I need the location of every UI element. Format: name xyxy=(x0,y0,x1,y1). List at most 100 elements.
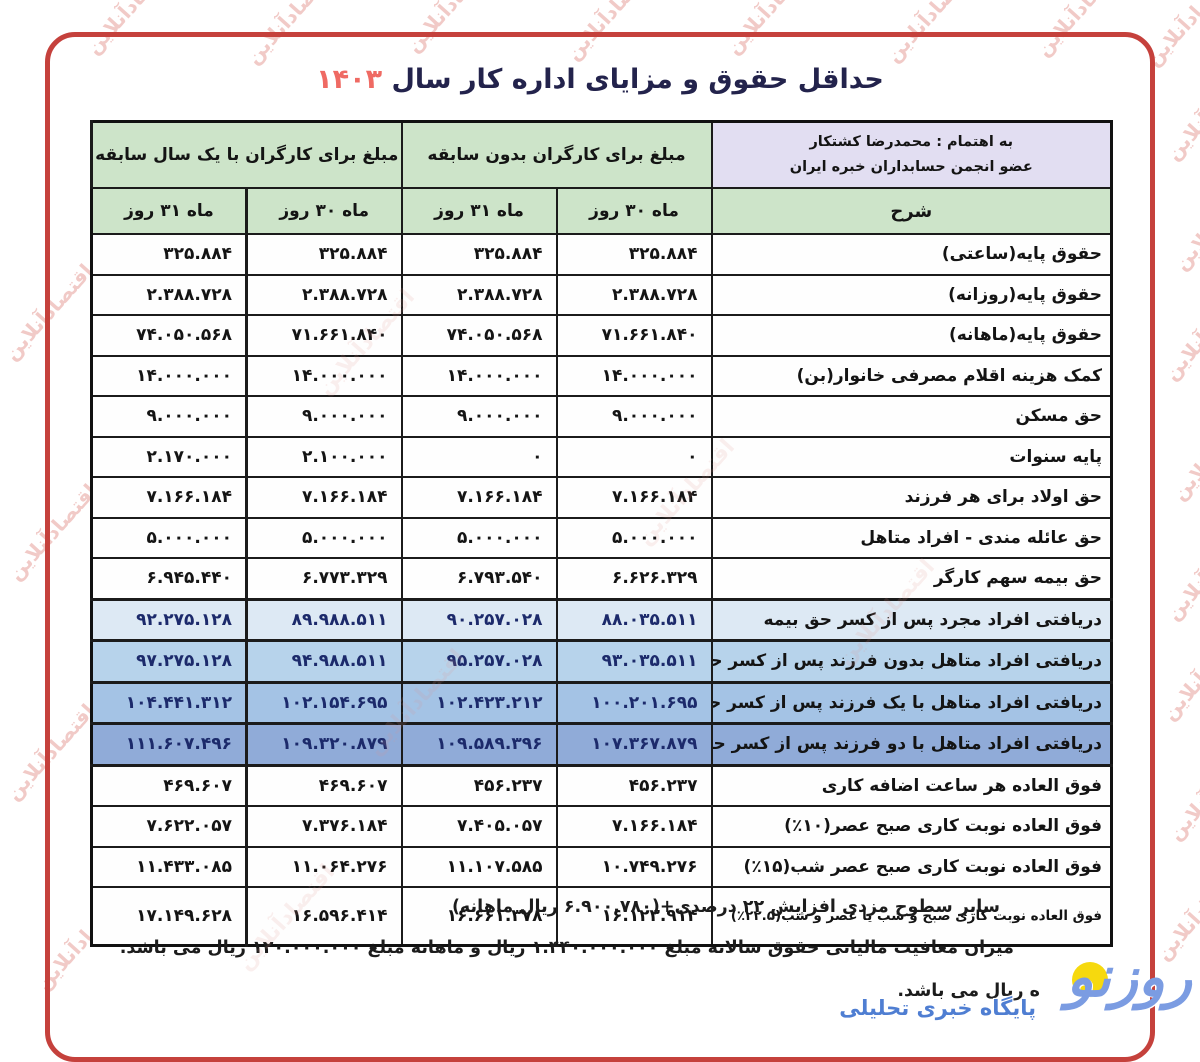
value-cell-no-exp-31: ۱۰۲.۴۲۳.۲۱۲ xyxy=(400,680,558,725)
table-body: حقوق پایه(ساعتی) ۳۲۵.۸۸۴ ۳۲۵.۸۸۴ ۳۲۵.۸۸۴… xyxy=(90,233,1113,947)
watermark-text: اقتصادآنلاین xyxy=(81,0,180,59)
watermark-text: اقتصادآنلاین xyxy=(1169,169,1200,275)
value-cell-one-year-31: ۳۲۵.۸۸۴ xyxy=(90,233,248,276)
table-row: حقوق پایه(ساعتی) ۳۲۵.۸۸۴ ۳۲۵.۸۸۴ ۳۲۵.۸۸۴… xyxy=(90,233,1113,276)
value-cell-one-year-30: ۹.۰۰۰.۰۰۰ xyxy=(245,395,403,438)
row-label-cell: دریافتی افراد مجرد پس از کسر حق بیمه xyxy=(710,597,1113,642)
value-cell-no-exp-30: ۷۱.۶۶۱.۸۴۰ xyxy=(555,314,713,357)
table-row: حق عائله مندی - افراد متاهل ۵.۰۰۰.۰۰۰ ۵.… xyxy=(90,516,1113,559)
watermark-text: اقتصادآنلاین xyxy=(1167,399,1200,505)
page-title-year: ۱۴۰۳ xyxy=(316,64,383,95)
value-cell-one-year-30: ۵.۰۰۰.۰۰۰ xyxy=(245,516,403,559)
wage-table: به اهتمام : محمدرضا کشتکار عضو انجمن حسا… xyxy=(90,120,1114,947)
value-cell-no-exp-31: ۹۰.۲۵۷.۰۲۸ xyxy=(400,597,558,642)
watermark-text: اقتصادآنلاین xyxy=(0,259,98,365)
value-cell-no-exp-31: ۱۴.۰۰۰.۰۰۰ xyxy=(400,354,558,397)
watermark-text: اقتصادآنلاین xyxy=(3,479,102,585)
table-row: دریافتی افراد مجرد پس از کسر حق بیمه ۸۸.… xyxy=(90,597,1113,642)
value-cell-one-year-31: ۵.۰۰۰.۰۰۰ xyxy=(90,516,248,559)
table-row: فوق العاده نوبت کاری صبح عصر شب(۱۵٪) ۱۰.… xyxy=(90,845,1113,888)
value-cell-no-exp-31: ۹۵.۲۵۷.۰۲۸ xyxy=(400,639,558,683)
row-label-cell: حق بیمه سهم کارگر xyxy=(710,557,1113,600)
roozno-logo: روزنو پایگاه خبری تحلیلی xyxy=(839,950,1194,1038)
row-label-cell: حق عائله مندی - افراد متاهل xyxy=(710,516,1113,559)
row-label-cell: حقوق پایه(ساعتی) xyxy=(710,233,1113,276)
value-cell-no-exp-31: ۵.۰۰۰.۰۰۰ xyxy=(400,516,558,559)
value-cell-no-exp-31: ۷۴.۰۵۰.۵۶۸ xyxy=(400,314,558,357)
value-cell-no-exp-31: ۱۱.۱۰۷.۵۸۵ xyxy=(400,845,558,888)
watermark-text: اقتصادآنلاین xyxy=(721,0,820,59)
value-cell-no-exp-30: ۳۲۵.۸۸۴ xyxy=(555,233,713,276)
watermark-text: اقتصادآنلاین xyxy=(561,0,660,65)
group-header-one-year: مبلغ برای کارگران با یک سال سابقه xyxy=(90,120,403,189)
col-header-31-days-no-exp: ماه ۳۱ روز xyxy=(400,187,558,235)
col-header-30-days-one-year: ماه ۳۰ روز xyxy=(245,187,403,235)
row-label-cell: دریافتی افراد متاهل بدون فرزند پس از کسر… xyxy=(710,639,1113,683)
value-cell-one-year-30: ۴۶۹.۶۰۷ xyxy=(245,764,403,807)
value-cell-one-year-31: ۱۷.۱۴۹.۶۲۸ xyxy=(90,886,248,947)
value-cell-one-year-31: ۱۰۴.۴۴۱.۳۱۲ xyxy=(90,680,248,725)
value-cell-no-exp-31: ۷.۱۶۶.۱۸۴ xyxy=(400,476,558,519)
value-cell-one-year-31: ۱۱.۴۳۳.۰۸۵ xyxy=(90,845,248,888)
value-cell-one-year-31: ۲.۳۸۸.۷۲۸ xyxy=(90,273,248,316)
value-cell-no-exp-30: ۱۰۰.۲۰۱.۶۹۵ xyxy=(555,680,713,725)
value-cell-no-exp-30: ۷.۱۶۶.۱۸۴ xyxy=(555,476,713,519)
col-header-30-days-no-exp: ماه ۳۰ روز xyxy=(555,187,713,235)
value-cell-one-year-30: ۱۱.۰۶۴.۲۷۶ xyxy=(245,845,403,888)
logo-yellow-circle-icon xyxy=(1072,962,1108,998)
value-cell-no-exp-31: ۰ xyxy=(400,435,558,478)
col-header-31-days-one-year: ماه ۳۱ روز xyxy=(90,187,248,235)
value-cell-no-exp-31: ۱۰۹.۵۸۹.۳۹۶ xyxy=(400,722,558,767)
value-cell-no-exp-30: ۴۵۶.۲۳۷ xyxy=(555,764,713,807)
row-label-cell: کمک هزینه اقلام مصرفی خانوار(بن) xyxy=(710,354,1113,397)
watermark-text: اقتصادآنلاین xyxy=(1163,739,1200,845)
value-cell-no-exp-30: ۲.۳۸۸.۷۲۸ xyxy=(555,273,713,316)
watermark-text: اقتصادآنلاین xyxy=(241,0,340,69)
footnote-tax-exemption: میزان معافیت مالیاتی حقوق سالانه مبلغ ۱.… xyxy=(119,938,1014,958)
value-cell-one-year-30: ۹۴.۹۸۸.۵۱۱ xyxy=(245,639,403,683)
author-line-1: به اهتمام : محمدرضا کشتکار xyxy=(809,133,1014,150)
watermark-text: اقتصادآنلاین xyxy=(1159,279,1200,385)
value-cell-one-year-31: ۲.۱۷۰.۰۰۰ xyxy=(90,435,248,478)
value-cell-one-year-30: ۱۶.۵۹۶.۴۱۴ xyxy=(245,886,403,947)
table-group-header-row: به اهتمام : محمدرضا کشتکار عضو انجمن حسا… xyxy=(90,120,1113,189)
table-row: حق بیمه سهم کارگر ۶.۶۲۶.۳۲۹ ۶.۷۹۳.۵۴۰ ۶.… xyxy=(90,557,1113,600)
value-cell-no-exp-31: ۱۶.۶۶۱.۳۷۸ xyxy=(400,886,558,947)
value-cell-one-year-31: ۶.۹۴۵.۴۴۰ xyxy=(90,557,248,600)
value-cell-one-year-30: ۷۱.۶۶۱.۸۴۰ xyxy=(245,314,403,357)
watermark-text: اقتصادآنلاین xyxy=(1,699,100,805)
page-title: حداقل حقوق و مزایای اداره کار سال ۱۴۰۳ xyxy=(90,64,1110,95)
value-cell-no-exp-30: ۱۶.۱۲۳.۹۱۴ xyxy=(555,886,713,947)
value-cell-one-year-30: ۱۰۹.۳۲۰.۸۷۹ xyxy=(245,722,403,767)
value-cell-no-exp-30: ۱۰.۷۴۹.۲۷۶ xyxy=(555,845,713,888)
value-cell-no-exp-30: ۷.۱۶۶.۱۸۴ xyxy=(555,805,713,848)
table-row: دریافتی افراد متاهل بدون فرزند پس از کسر… xyxy=(90,639,1113,683)
value-cell-one-year-30: ۱۴.۰۰۰.۰۰۰ xyxy=(245,354,403,397)
value-cell-one-year-30: ۷.۱۶۶.۱۸۴ xyxy=(245,476,403,519)
table-row: فوق العاده نوبت کاری صبح عصر(۱۰٪) ۷.۱۶۶.… xyxy=(90,805,1113,848)
table-row: دریافتی افراد متاهل با یک فرزند پس از کس… xyxy=(90,680,1113,725)
footnote-wage-increase: سایر سطوح مزدی افزایش ۲۲ درصدی+(۶.۹۰۰.۷۸… xyxy=(451,897,1000,917)
table-row: کمک هزینه اقلام مصرفی خانوار(بن) ۱۴.۰۰۰.… xyxy=(90,354,1113,397)
table-row: دریافتی افراد متاهل با دو فرزند پس از کس… xyxy=(90,722,1113,767)
footnote-currency-note-fragment: ه ریال می باشد. xyxy=(897,981,1040,1001)
watermark-text: اقتصادآنلاین xyxy=(401,0,500,57)
value-cell-one-year-30: ۶.۷۷۳.۳۲۹ xyxy=(245,557,403,600)
value-cell-no-exp-31: ۳۲۵.۸۸۴ xyxy=(400,233,558,276)
watermark-text: اقتصادآنلاین xyxy=(1031,0,1130,61)
value-cell-one-year-30: ۷.۳۷۶.۱۸۴ xyxy=(245,805,403,848)
value-cell-no-exp-30: ۸۸.۰۳۵.۵۱۱ xyxy=(555,597,713,642)
description-header-cell: شرح xyxy=(710,187,1113,235)
watermark-text: اقتصادآنلاین xyxy=(881,0,980,67)
value-cell-no-exp-31: ۴۵۶.۲۳۷ xyxy=(400,764,558,807)
row-label-cell: فوق العاده نوبت کاری صبح عصر(۱۰٪) xyxy=(710,805,1113,848)
value-cell-one-year-31: ۱۴.۰۰۰.۰۰۰ xyxy=(90,354,248,397)
value-cell-one-year-31: ۷.۱۶۶.۱۸۴ xyxy=(90,476,248,519)
row-label-cell: حقوق پایه(ماهانه) xyxy=(710,314,1113,357)
watermark-text: اقتصادآنلاین xyxy=(1161,519,1200,625)
table-row: حق اولاد برای هر فرزند ۷.۱۶۶.۱۸۴ ۷.۱۶۶.۱… xyxy=(90,476,1113,519)
value-cell-no-exp-30: ۶.۶۲۶.۳۲۹ xyxy=(555,557,713,600)
logo-name-text: روزنو xyxy=(1066,945,1192,1010)
row-label-cell: فوق العاده هر ساعت اضافه کاری xyxy=(710,764,1113,807)
